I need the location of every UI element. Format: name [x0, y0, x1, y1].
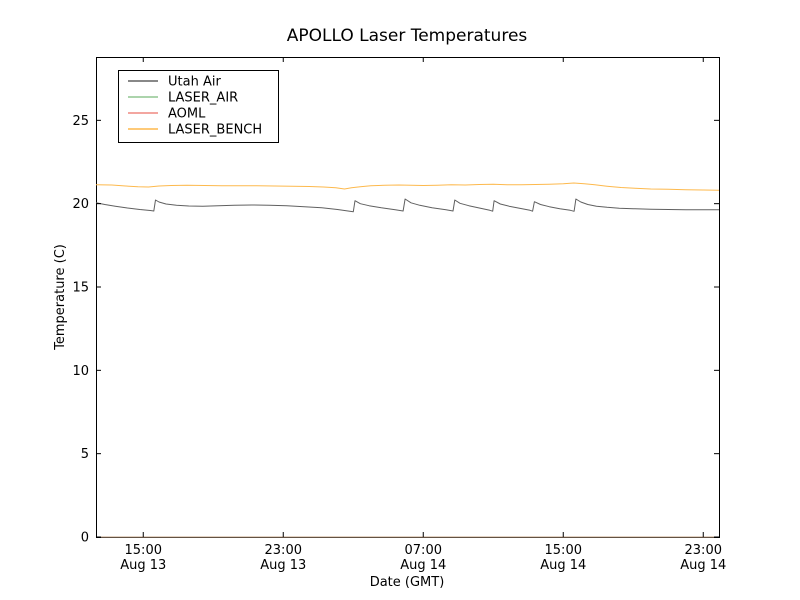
y-tick-label: 25 — [72, 114, 89, 129]
legend-label-laser-bench: LASER_BENCH — [168, 123, 262, 138]
x-tick-label-date: Aug 14 — [540, 558, 586, 573]
series-line-laser-bench — [95, 182, 720, 191]
legend-label-laser-air: LASER_AIR — [168, 91, 238, 106]
x-tick-label-time: 15:00 — [545, 543, 582, 558]
series-line-utah-air — [95, 198, 720, 213]
x-tick-label-date: Aug 13 — [120, 558, 166, 573]
y-tick-label: 5 — [81, 447, 89, 462]
x-tick-label-time: 23:00 — [685, 543, 722, 558]
y-axis-label: Temperature (C) — [53, 244, 68, 351]
legend-label-aoml: AOML — [168, 107, 206, 122]
y-tick-label: 10 — [72, 364, 89, 379]
y-tick-label: 20 — [72, 197, 89, 212]
x-axis-label: Date (GMT) — [370, 575, 445, 590]
x-tick-label-date: Aug 13 — [260, 558, 306, 573]
y-tick-label: 0 — [81, 531, 89, 546]
x-tick-label-time: 15:00 — [125, 543, 162, 558]
legend-box — [118, 70, 279, 143]
x-tick-label-time: 07:00 — [405, 543, 442, 558]
y-tick-label: 15 — [72, 281, 89, 296]
legend-label-utah-air: Utah Air — [168, 75, 221, 90]
x-tick-label-date: Aug 14 — [400, 558, 446, 573]
x-tick-label-time: 23:00 — [265, 543, 302, 558]
chart-title: APOLLO Laser Temperatures — [287, 26, 528, 46]
x-tick-label-date: Aug 14 — [680, 558, 726, 573]
plot-area — [95, 57, 720, 538]
